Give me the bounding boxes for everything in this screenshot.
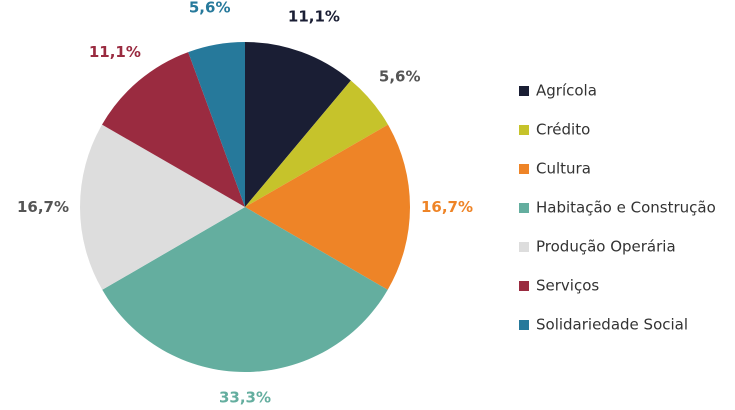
legend-swatch	[519, 86, 529, 96]
pie-slice	[102, 52, 245, 208]
data-label: 33,3%	[219, 389, 271, 407]
legend-swatch	[519, 164, 529, 174]
legend-label: Habitação e Construção	[536, 199, 716, 217]
legend-swatch	[519, 281, 529, 291]
legend-label: Solidariedade Social	[536, 316, 688, 334]
legend-label: Produção Operária	[536, 238, 676, 256]
data-label: 5,6%	[189, 0, 231, 17]
pie-slice	[245, 42, 351, 207]
data-label: 11,1%	[288, 8, 340, 26]
pie-slice	[245, 80, 388, 207]
data-label: 5,6%	[379, 68, 421, 86]
data-label: 16,7%	[17, 198, 69, 216]
legend-swatch	[519, 242, 529, 252]
pie-slice	[80, 124, 245, 290]
legend-swatch	[519, 203, 529, 213]
pie-slice	[102, 207, 388, 372]
data-label: 16,7%	[421, 198, 473, 216]
pie-slice	[188, 42, 245, 207]
legend-label: Crédito	[536, 121, 590, 139]
legend-label: Cultura	[536, 160, 591, 178]
pie-slice	[245, 124, 410, 290]
legend-label: Agrícola	[536, 82, 597, 100]
legend-swatch	[519, 125, 529, 135]
data-label: 11,1%	[89, 43, 141, 61]
legend-label: Serviços	[536, 277, 599, 295]
legend-swatch	[519, 320, 529, 330]
